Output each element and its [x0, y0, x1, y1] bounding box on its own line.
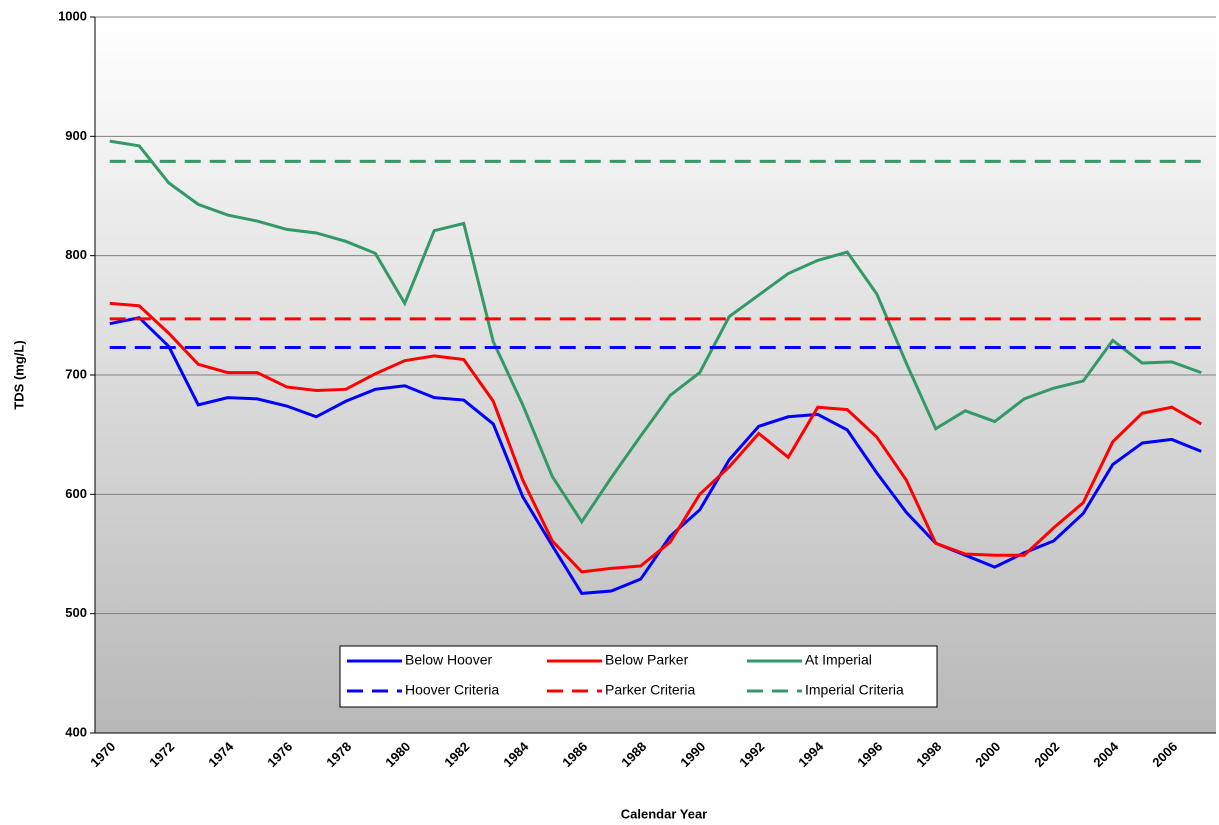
legend-box: [339, 645, 938, 708]
x-tick-label: 1998: [913, 739, 944, 770]
x-tick-label: 1984: [500, 738, 532, 770]
x-tick-label: 1976: [264, 739, 295, 770]
x-tick-label: 2002: [1031, 739, 1062, 770]
x-tick-label: 1994: [795, 738, 827, 770]
x-tick-label: 2000: [972, 739, 1003, 770]
x-tick-label: 2004: [1090, 738, 1122, 770]
x-tick-label: 1990: [677, 739, 708, 770]
y-tick-label: 500: [65, 605, 87, 620]
y-tick-label: 600: [65, 486, 87, 501]
legend-label: Below Hoover: [405, 652, 492, 668]
x-tick-label: 1982: [441, 739, 472, 770]
x-tick-label: 1992: [736, 739, 767, 770]
legend-label: Parker Criteria: [605, 682, 695, 698]
x-tick-label: 2006: [1149, 739, 1180, 770]
x-tick-label: 1996: [854, 739, 885, 770]
y-axis-title: TDS (mg/L): [11, 340, 26, 409]
y-tick-label: 800: [65, 247, 87, 262]
data-line: [109, 139, 1202, 525]
x-axis-title: Calendar Year: [621, 806, 707, 821]
legend: Below Hoover Below Parker At Imperial Hoove…: [339, 645, 938, 708]
x-tick-label: 1978: [323, 739, 354, 770]
x-tick-label: 1988: [618, 739, 649, 770]
x-tick-label: 1980: [382, 739, 413, 770]
y-tick-label: 900: [65, 128, 87, 143]
legend-label: At Imperial: [805, 652, 872, 668]
legend-label: Imperial Criteria: [805, 682, 904, 698]
y-tick-label: 400: [65, 724, 87, 739]
x-tick-label: 1972: [146, 739, 177, 770]
x-tick-label: 1970: [87, 739, 118, 770]
legend-label: Hoover Criteria: [405, 682, 499, 698]
legend-label: Below Parker: [605, 652, 689, 668]
y-tick-label: 700: [65, 366, 87, 381]
y-tick-label: 1000: [58, 8, 87, 23]
x-tick-label: 1974: [205, 738, 237, 770]
data-line: [109, 301, 1202, 574]
x-tick-label: 1986: [559, 739, 590, 770]
